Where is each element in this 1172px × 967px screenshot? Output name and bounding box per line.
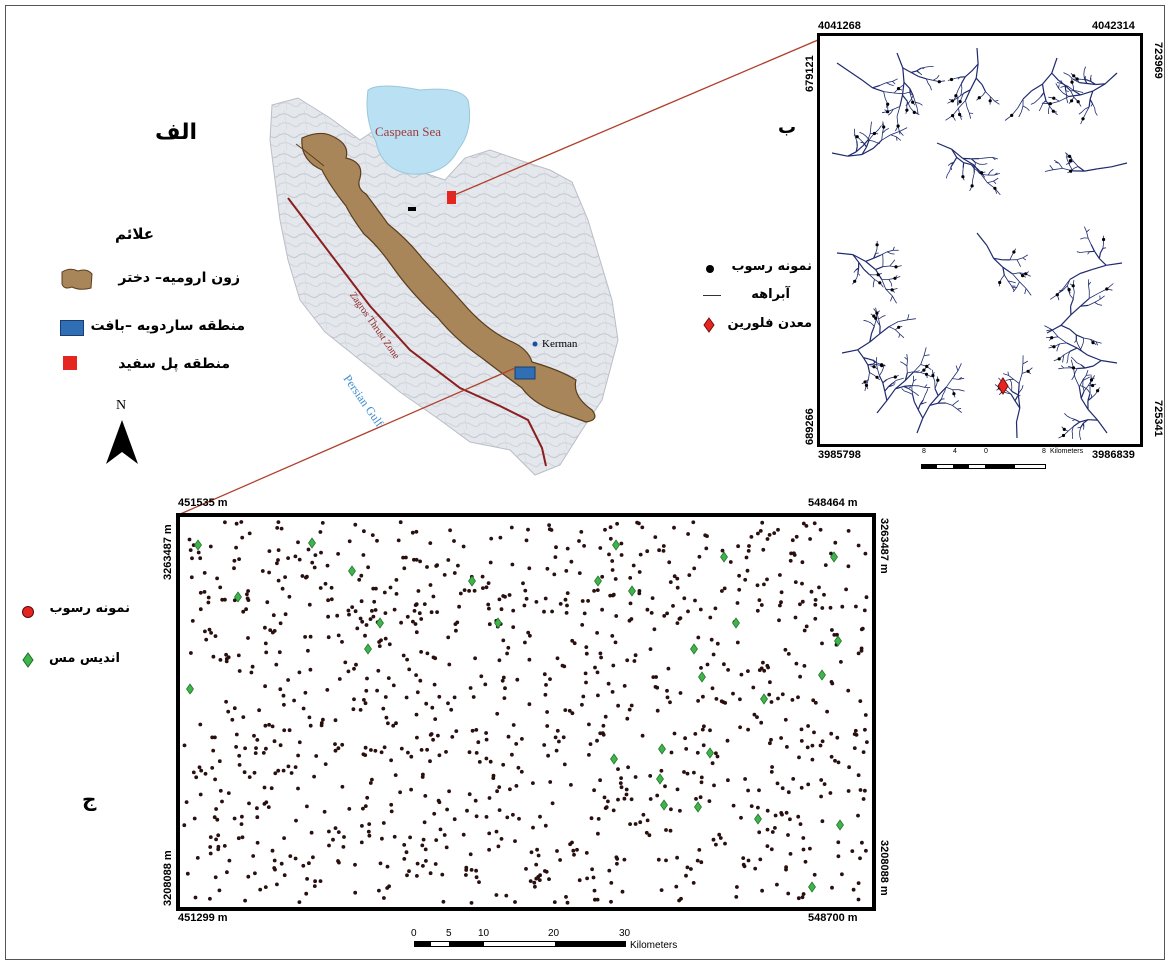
b-coord-right-top: 723969: [1152, 42, 1164, 79]
c-coord-right-bottom: 3208088 m: [878, 840, 890, 896]
c-scale-tick-3: 20: [548, 928, 560, 939]
legend-c-circle: [22, 606, 34, 618]
legend-c-copper-label: اندیس مس: [48, 651, 120, 666]
legend-b-dot: [706, 265, 714, 273]
b-scale-unit: Kilometers: [1050, 448, 1084, 455]
b-scale-tick-3: 8: [1042, 448, 1046, 455]
b-coord-left-top: 679121: [804, 55, 816, 92]
b-coord-right-bottom: 725341: [1152, 400, 1164, 437]
b-scale-tick-2: 0: [984, 448, 988, 455]
legend-a-red-swatch: [63, 356, 77, 370]
legend-b-mine-label: معدن فلورین: [727, 316, 812, 331]
legend-c-sample-label: نمونه رسوب: [49, 601, 130, 616]
panel-c-letter: ج: [82, 787, 97, 811]
c-coord-right-top: 3263487 m: [878, 518, 890, 574]
legend-b-sample-label: نمونه رسوب: [731, 259, 812, 274]
figure-frame: [5, 5, 1165, 960]
c-coord-left-bottom: 3208088 m: [162, 850, 174, 906]
legend-b-stream-label: آبراهه: [751, 287, 790, 302]
sample-points-map: [176, 513, 876, 911]
iran-map: [269, 85, 619, 476]
stream-network-map: [817, 33, 1143, 447]
c-scale-tick-4: 30: [619, 928, 631, 939]
legend-b-diamond: [703, 317, 715, 333]
north-label: N: [116, 398, 127, 413]
panel-b-letter: ب: [778, 117, 797, 138]
b-scale-tick-1: 4: [953, 448, 957, 455]
c-scale-bar: [414, 941, 626, 949]
panel-a-letter: الف: [155, 120, 198, 145]
legend-a-blue-swatch: [60, 320, 84, 336]
b-coord-left-bottom: 689266: [804, 408, 816, 445]
legend-a-title: علائم: [115, 225, 155, 243]
legend-b-line: [703, 295, 721, 296]
b-coord-bottom-left: 3985798: [818, 449, 861, 461]
c-coord-left-top: 3263487 m: [162, 524, 174, 580]
c-coord-bottom-left: 451299 m: [178, 912, 228, 924]
fluorine-mine-marker: [997, 377, 1009, 395]
b-coord-top-left: 4041268: [818, 20, 861, 32]
legend-a-zone-label: زون ارومیه– دختر: [118, 270, 240, 286]
kerman-label: Kerman: [542, 338, 578, 350]
b-scale-bar: [921, 458, 1046, 472]
c-coord-top-right: 548464 m: [808, 497, 858, 509]
caspian-sea-label: Caspean Sea: [375, 124, 442, 139]
legend-a-red-label: منطقه پل سفید: [118, 356, 230, 372]
legend-a-blue-label: منطقه ساردویه –بافت: [90, 318, 245, 334]
c-scale-tick-2: 10: [478, 928, 490, 939]
legend-c-diamond: [22, 652, 34, 668]
legend-a-zone-swatch: [61, 268, 93, 290]
c-scale-unit: Kilometers: [630, 940, 678, 951]
c-scale-tick-0: 0: [411, 928, 417, 939]
c-coord-bottom-right: 548700 m: [808, 912, 858, 924]
c-coord-top-left: 451535 m: [178, 497, 228, 509]
north-arrow-icon: [106, 420, 138, 464]
c-scale-tick-1: 5: [446, 928, 452, 939]
b-coord-bottom-right: 3986839: [1092, 449, 1135, 461]
b-scale-tick-0: 8: [922, 448, 926, 455]
b-coord-top-right: 4042314: [1092, 20, 1135, 32]
